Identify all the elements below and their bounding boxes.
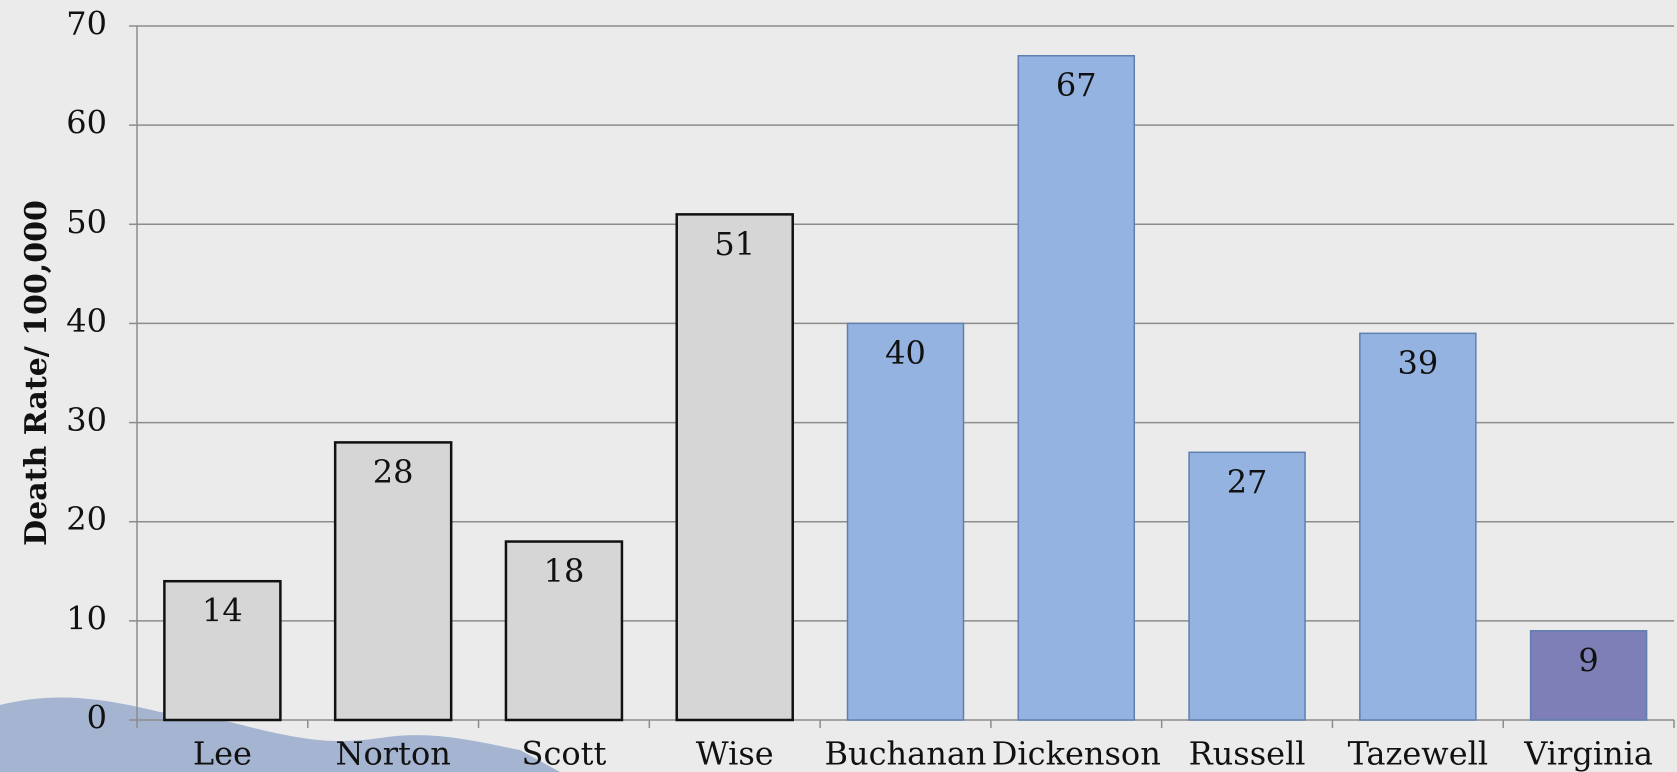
data-label: 9 xyxy=(1578,641,1598,679)
bar xyxy=(846,322,965,721)
decoration xyxy=(0,697,560,772)
bar xyxy=(1359,332,1477,721)
y-tick-label: 10 xyxy=(66,599,107,637)
data-label: 40 xyxy=(885,334,926,372)
bar xyxy=(1529,630,1648,721)
y-tick-label: 30 xyxy=(66,401,107,439)
data-label: 51 xyxy=(714,225,755,263)
x-tick-label: Wise xyxy=(696,735,774,772)
x-tick-label: Tazewell xyxy=(1348,735,1489,772)
x-tick-label: Virginia xyxy=(1523,735,1653,772)
x-tick-label: Buchanan xyxy=(824,735,986,772)
y-tick-label: 0 xyxy=(87,699,107,737)
x-tick-label: Russell xyxy=(1189,735,1306,772)
bar xyxy=(163,579,282,722)
bar xyxy=(504,540,624,722)
x-tick-label: Norton xyxy=(336,735,451,772)
y-tick-label: 70 xyxy=(66,5,107,43)
y-tick-label: 20 xyxy=(66,500,107,538)
data-label: 18 xyxy=(544,552,585,590)
bar xyxy=(1017,54,1136,721)
y-tick-label: 50 xyxy=(66,203,107,241)
data-label: 27 xyxy=(1227,463,1268,501)
x-tick-label: Lee xyxy=(193,735,252,772)
bar xyxy=(1188,451,1306,721)
y-axis-title: Death Rate/ 100,000 xyxy=(19,200,54,546)
y-tick-label: 40 xyxy=(66,302,107,340)
data-label: 39 xyxy=(1397,344,1438,382)
bar xyxy=(675,213,794,722)
y-tick-label: 60 xyxy=(66,104,107,142)
data-label: 67 xyxy=(1056,66,1097,104)
x-tick-label: Dickenson xyxy=(992,735,1161,772)
x-tick-label: Scott xyxy=(522,735,607,772)
bar xyxy=(333,441,453,722)
data-label: 14 xyxy=(202,592,243,630)
data-label: 28 xyxy=(373,453,414,491)
